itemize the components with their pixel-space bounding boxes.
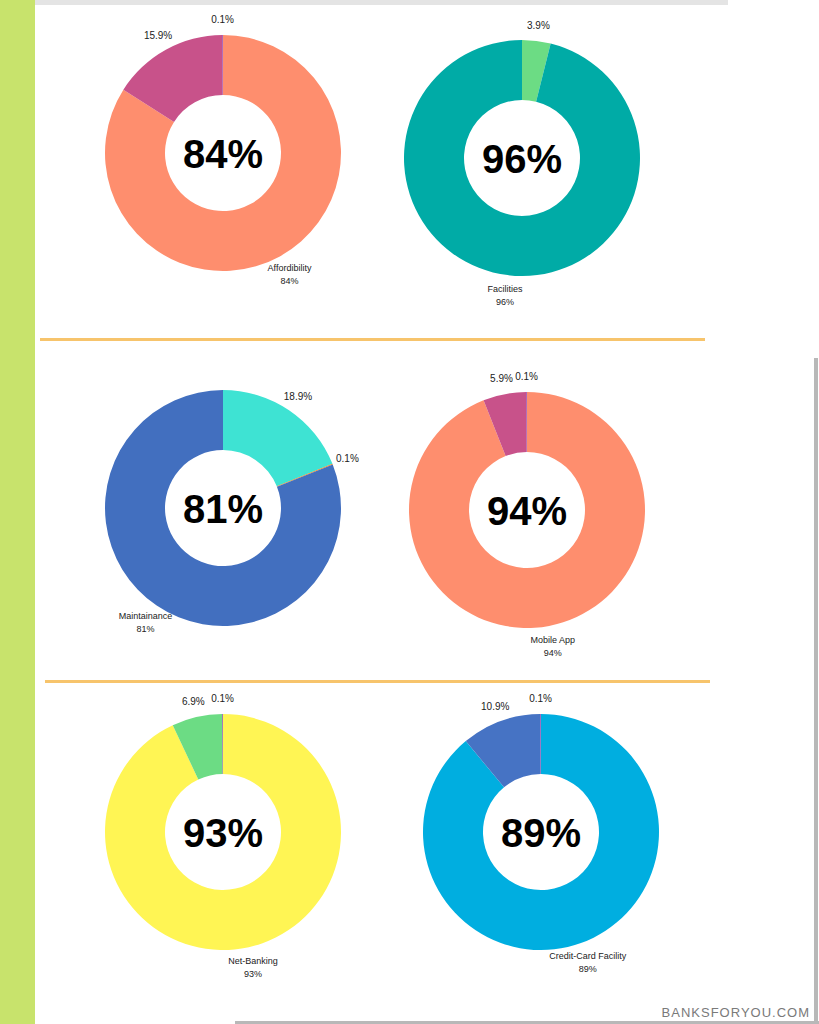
- slice-label: 0.1%: [211, 693, 234, 704]
- donut-chart: [409, 392, 645, 628]
- slice: [173, 714, 223, 780]
- page: Affordibility 84% 84% 15.9% 0.1% 3.9% Faciliti…: [0, 0, 819, 1024]
- category-value: 94%: [544, 648, 562, 658]
- slice: [423, 714, 659, 950]
- donut-chart: [404, 40, 640, 276]
- slice: [409, 392, 645, 628]
- category-value: 96%: [496, 297, 514, 307]
- center-value: 93%: [183, 811, 263, 855]
- center-value: 89%: [501, 811, 581, 855]
- slice: [466, 714, 541, 787]
- slice-label: 15.9%: [144, 30, 172, 41]
- category-label: Credit-Card Facility: [549, 951, 627, 961]
- center-value: 94%: [487, 489, 567, 533]
- divider: [45, 680, 710, 683]
- slice: [123, 35, 222, 122]
- category-value: 89%: [579, 964, 597, 974]
- category-value: 81%: [136, 624, 154, 634]
- slice: [526, 392, 528, 452]
- side-rule: [814, 358, 818, 1024]
- slice-label: 5.9%: [490, 373, 513, 384]
- top-rule: [35, 0, 728, 5]
- slice: [105, 714, 341, 950]
- center-value: 84%: [183, 132, 263, 176]
- slice: [540, 714, 542, 774]
- slice-label: 0.1%: [211, 14, 234, 25]
- slice-label: 0.1%: [515, 371, 538, 382]
- bottom-rule: [235, 1021, 819, 1024]
- slice-label: 3.9%: [527, 20, 550, 31]
- center-value: 96%: [482, 137, 562, 181]
- slice-label: 0.1%: [529, 693, 552, 704]
- category-label: Mobile App: [531, 635, 576, 645]
- donut-chart: [423, 714, 659, 950]
- donut-chart: [105, 390, 341, 626]
- side-bar: [0, 0, 35, 1024]
- footer: BANKSFORYOU.COM: [662, 1005, 810, 1020]
- slice: [222, 714, 224, 774]
- slice: [222, 35, 224, 95]
- slice-label: 10.9%: [481, 701, 509, 712]
- slice: [105, 35, 341, 271]
- category-label: Facilities: [488, 284, 524, 294]
- slice-label: 6.9%: [182, 696, 205, 707]
- slice: [404, 40, 640, 276]
- slice: [484, 392, 527, 456]
- background: [0, 0, 819, 1024]
- category-value: 93%: [244, 969, 262, 979]
- slice-label: 0.1%: [336, 453, 359, 464]
- category-label: Maintainance: [119, 611, 173, 621]
- category-label: Affordibility: [268, 263, 312, 273]
- category-value: 84%: [280, 276, 298, 286]
- category-label: Net-Banking: [228, 956, 278, 966]
- donut-chart: [105, 35, 341, 271]
- donut-chart: [105, 714, 341, 950]
- divider: [40, 338, 705, 341]
- slice-label: 18.9%: [284, 391, 312, 402]
- slice: [105, 390, 341, 626]
- center-value: 81%: [183, 487, 263, 531]
